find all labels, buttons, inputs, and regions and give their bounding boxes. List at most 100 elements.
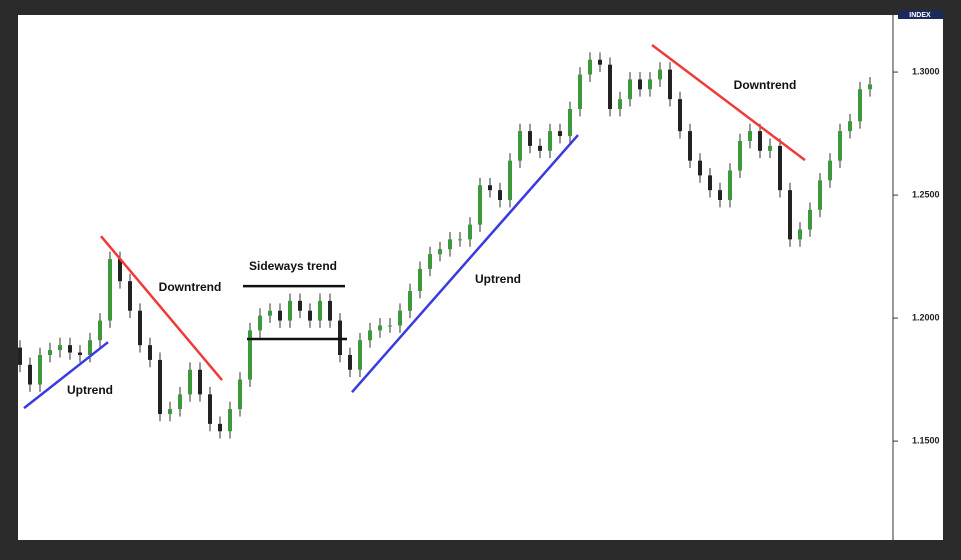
marks xyxy=(18,52,872,439)
candle-body xyxy=(718,190,722,201)
candle-body xyxy=(518,131,522,161)
candle-body xyxy=(78,352,82,355)
y-tick-label: 1.3000 xyxy=(912,66,940,76)
candle-body xyxy=(788,190,792,240)
candle-body xyxy=(18,347,22,365)
candle-body xyxy=(608,64,612,109)
candle-body xyxy=(588,59,592,75)
candle-body xyxy=(868,84,872,90)
candle-body xyxy=(368,330,372,341)
trend-line xyxy=(23,341,109,410)
candle-body xyxy=(768,145,772,151)
candle-body xyxy=(438,249,442,255)
candle-body xyxy=(548,131,552,151)
candle-body xyxy=(288,300,292,321)
annotation: Uptrend xyxy=(475,272,521,286)
trend-line xyxy=(651,44,806,162)
candle-body xyxy=(748,131,752,141)
candle-body xyxy=(408,291,412,311)
candle-body xyxy=(478,185,482,225)
y-tick-label: 1.2000 xyxy=(912,312,940,322)
candle-body xyxy=(228,409,232,432)
candle-body xyxy=(238,379,242,410)
candle-body xyxy=(668,69,672,100)
candle-body xyxy=(698,160,702,176)
candle-body xyxy=(378,325,382,331)
candle-body xyxy=(468,224,472,240)
candle-body xyxy=(658,69,662,80)
candle-body xyxy=(578,74,582,109)
candle-body xyxy=(248,330,252,380)
candle-body xyxy=(138,310,142,346)
candle-body xyxy=(778,145,782,191)
candle-body xyxy=(568,108,572,137)
y-tick-label: 1.2500 xyxy=(912,189,940,199)
candle-body xyxy=(708,175,712,191)
candle-body xyxy=(328,300,332,321)
candle-body xyxy=(38,354,42,385)
candle-body xyxy=(48,350,52,355)
candle-body xyxy=(828,160,832,181)
annotation: Downtrend xyxy=(159,280,222,294)
candle-body xyxy=(848,121,852,132)
candle-body xyxy=(838,131,842,161)
candle-body xyxy=(428,254,432,269)
candle-body xyxy=(638,79,642,90)
candle-body xyxy=(178,394,182,410)
candle-body xyxy=(688,131,692,161)
candle-body xyxy=(498,190,502,201)
candle-body xyxy=(208,394,212,424)
candle-body xyxy=(28,364,32,385)
candle-body xyxy=(108,259,112,321)
candle-body xyxy=(808,209,812,230)
candle-body xyxy=(448,239,452,250)
annotation: Uptrend xyxy=(67,383,113,397)
candle-body xyxy=(278,310,282,321)
candle-body xyxy=(528,131,532,146)
candle-body xyxy=(168,409,172,415)
candle-body xyxy=(488,185,492,191)
candle-body xyxy=(88,340,92,355)
candle-body xyxy=(348,354,352,370)
axis-badge-label: INDEX xyxy=(909,12,931,19)
candle-body xyxy=(318,300,322,321)
candle-body xyxy=(798,229,802,240)
candle-body xyxy=(648,79,652,90)
candle-body xyxy=(68,345,72,353)
axis-badge xyxy=(898,10,943,19)
candle-body xyxy=(858,89,862,122)
candle-body xyxy=(618,99,622,109)
candle-body xyxy=(268,310,272,316)
candle-body xyxy=(398,310,402,326)
candle-body xyxy=(628,79,632,100)
candle-body xyxy=(198,369,202,395)
candle-body xyxy=(358,340,362,370)
candle-body xyxy=(418,268,422,292)
candle-body xyxy=(678,99,682,132)
candle-body xyxy=(218,423,222,432)
candle-body xyxy=(58,345,62,351)
plot-background xyxy=(18,15,943,540)
candle-body xyxy=(158,359,162,415)
candle-body xyxy=(538,145,542,151)
candle-body xyxy=(508,160,512,201)
candle-body xyxy=(188,369,192,395)
candle-body xyxy=(308,310,312,321)
candle-body xyxy=(728,170,732,201)
annotation: Sideways trend xyxy=(249,259,337,273)
candle-body xyxy=(758,131,762,151)
candle-body xyxy=(818,180,822,210)
annotation: Downtrend xyxy=(734,78,797,92)
candle-body xyxy=(558,131,562,137)
candle-body xyxy=(298,300,302,311)
candle-body xyxy=(128,281,132,311)
y-tick-label: 1.1500 xyxy=(912,435,940,445)
candle-body xyxy=(458,239,462,241)
trend-line xyxy=(100,235,223,381)
candle-body xyxy=(598,59,602,65)
candle-body xyxy=(738,140,742,171)
candle-body xyxy=(118,259,122,282)
candle-body xyxy=(98,320,102,341)
